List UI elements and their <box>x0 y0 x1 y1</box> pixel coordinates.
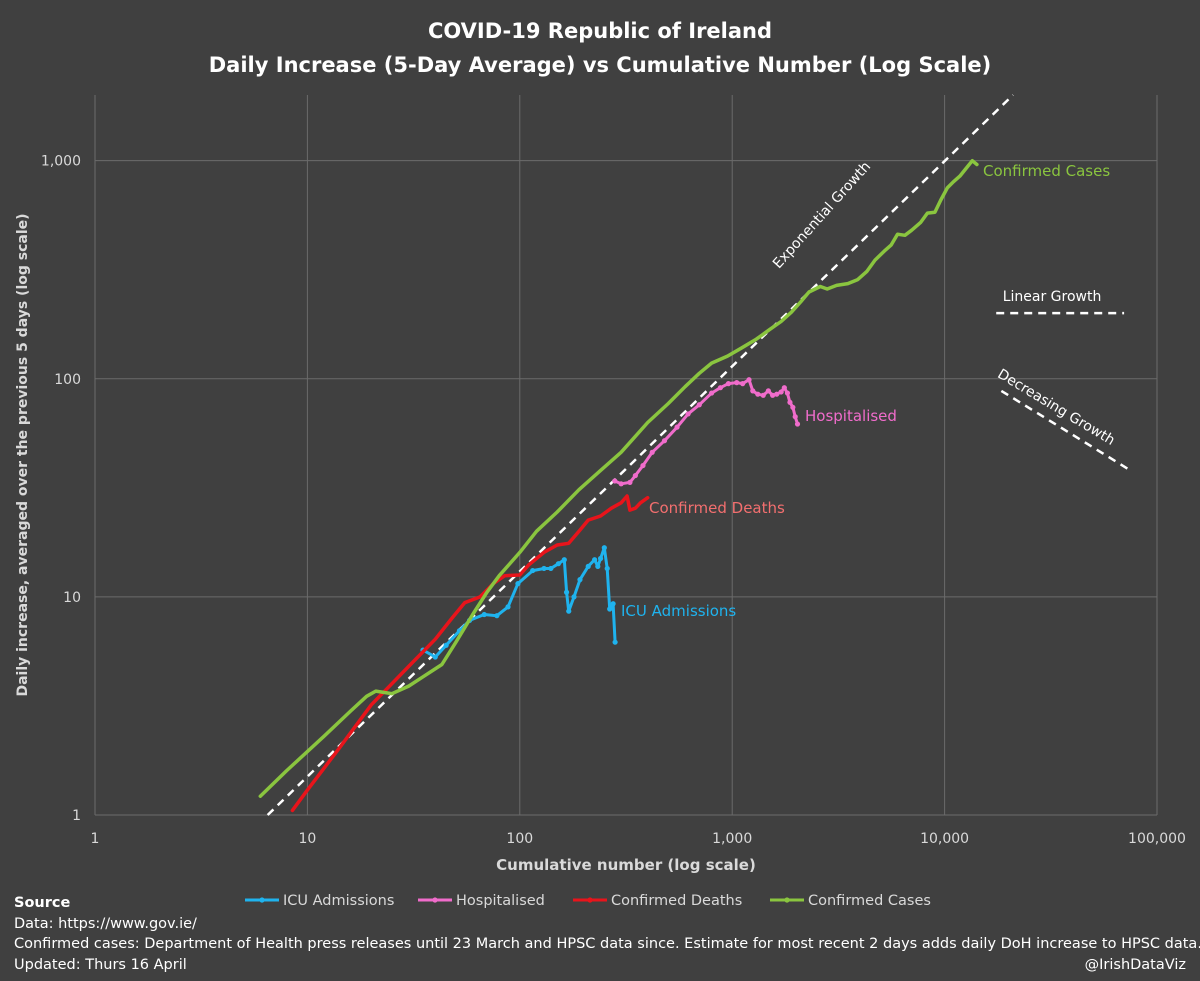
point-icu-admissions <box>592 557 598 563</box>
y-tick-label: 10 <box>63 590 81 606</box>
source-cases-note: Confirmed cases: Department of Health pr… <box>14 936 1200 952</box>
point-icu-admissions <box>494 613 500 619</box>
x-tick-label: 10 <box>298 831 316 847</box>
x-tick-label: 1,000 <box>712 831 752 847</box>
series-line-confirmed-deaths <box>290 494 650 813</box>
point-icu-admissions <box>541 565 547 572</box>
y-tick-label: 1,000 <box>41 154 81 170</box>
point-icu-admissions <box>481 611 487 618</box>
source-data-url: Data: https://www.gov.ie/ <box>14 916 197 932</box>
point-hospitalised <box>709 390 715 396</box>
legend: ICU Admissions Hospitalised Confirmed Deat… <box>245 893 931 909</box>
point-icu-admissions <box>563 589 570 595</box>
point-hospitalised <box>696 402 702 408</box>
point-hospitalised <box>649 449 655 455</box>
x-axis-label: Cumulative number (log scale) <box>496 856 756 874</box>
series-line-confirmed-cases <box>258 158 979 798</box>
point-hospitalised <box>632 472 638 479</box>
y-axis-label: Daily increase, averaged over the previo… <box>15 213 31 696</box>
x-tick-label: 1 <box>91 831 100 847</box>
point-hospitalised <box>787 399 793 405</box>
point-icu-admissions <box>561 557 567 563</box>
annotation-hospitalised: Hospitalised <box>805 407 897 425</box>
annotation-confirmed-deaths: Confirmed Deaths <box>649 499 785 517</box>
source-heading: Source <box>14 895 71 911</box>
point-hospitalised <box>661 438 668 444</box>
point-hospitalised <box>640 462 646 469</box>
point-icu-admissions <box>571 594 577 600</box>
point-hospitalised <box>778 389 784 395</box>
source-updated: Updated: Thurs 16 April <box>14 957 187 973</box>
point-icu-admissions <box>610 601 616 607</box>
point-hospitalised <box>685 411 691 417</box>
legend-marker <box>432 897 438 903</box>
legend-marker <box>784 897 790 903</box>
legend-label: Confirmed Deaths <box>611 893 742 909</box>
point-hospitalised <box>750 388 756 394</box>
series <box>258 158 979 813</box>
chart-subtitle: Daily Increase (5-Day Average) vs Cumula… <box>209 53 992 77</box>
point-hospitalised <box>612 478 618 484</box>
annotation-linear-growth: Linear Growth <box>1003 289 1102 305</box>
point-icu-admissions <box>555 561 562 567</box>
annotation-confirmed-cases: Confirmed Cases <box>983 162 1110 180</box>
point-hospitalised <box>794 421 801 427</box>
annotation-icu-admissions: ICU Admissions <box>621 602 736 620</box>
legend-item-icu-admissions: ICU Admissions <box>245 893 394 909</box>
point-icu-admissions <box>548 565 554 572</box>
legend-label: ICU Admissions <box>283 893 394 909</box>
legend-marker <box>587 897 593 903</box>
legend-item-hospitalised: Hospitalised <box>418 893 545 909</box>
point-icu-admissions <box>530 567 536 574</box>
y-tick-label: 100 <box>54 372 81 388</box>
point-hospitalised <box>674 424 680 430</box>
x-tick-label: 100,000 <box>1128 831 1186 847</box>
point-icu-admissions <box>597 555 604 562</box>
point-icu-admissions <box>601 545 607 551</box>
point-icu-admissions <box>604 565 610 572</box>
point-hospitalised <box>765 388 771 394</box>
chart-title: COVID-19 Republic of Ireland <box>428 19 772 43</box>
point-hospitalised <box>717 385 724 391</box>
legend-item-confirmed-deaths: Confirmed Deaths <box>573 893 742 909</box>
point-icu-admissions <box>505 604 511 610</box>
point-hospitalised <box>774 391 780 397</box>
point-hospitalised <box>734 380 740 386</box>
reference-line-decreasing-growth <box>1000 389 1132 472</box>
point-icu-admissions <box>443 642 449 648</box>
point-hospitalised <box>627 479 633 485</box>
point-icu-admissions <box>577 577 583 583</box>
point-hospitalised <box>755 391 761 397</box>
point-icu-admissions <box>612 639 618 645</box>
point-icu-admissions <box>515 581 521 587</box>
x-tick-label: 10,000 <box>920 831 969 847</box>
point-icu-admissions <box>566 608 572 614</box>
point-hospitalised <box>781 385 787 391</box>
point-hospitalised <box>760 392 766 398</box>
point-hospitalised <box>725 381 732 387</box>
point-hospitalised <box>746 377 752 383</box>
legend-label: Confirmed Cases <box>808 893 931 909</box>
y-tick-label: 1 <box>72 808 81 824</box>
point-icu-admissions <box>585 563 591 569</box>
author-credit: @IrishDataViz <box>1084 957 1186 973</box>
axes: 1 10 100 1,000 10,000 100,000 1 10 100 1,000 <box>41 95 1186 847</box>
point-hospitalised <box>784 390 791 396</box>
legend-item-confirmed-cases: Confirmed Cases <box>770 893 931 909</box>
x-tick-label: 100 <box>506 831 533 847</box>
point-hospitalised <box>790 404 796 410</box>
series-line-icu-admissions <box>421 546 617 659</box>
legend-marker <box>259 897 265 903</box>
point-hospitalised <box>740 381 746 387</box>
point-hospitalised <box>618 481 624 487</box>
point-icu-admissions <box>432 654 438 660</box>
point-hospitalised <box>792 414 798 420</box>
point-hospitalised <box>770 392 776 398</box>
legend-label: Hospitalised <box>456 893 545 909</box>
point-icu-admissions <box>595 563 601 569</box>
